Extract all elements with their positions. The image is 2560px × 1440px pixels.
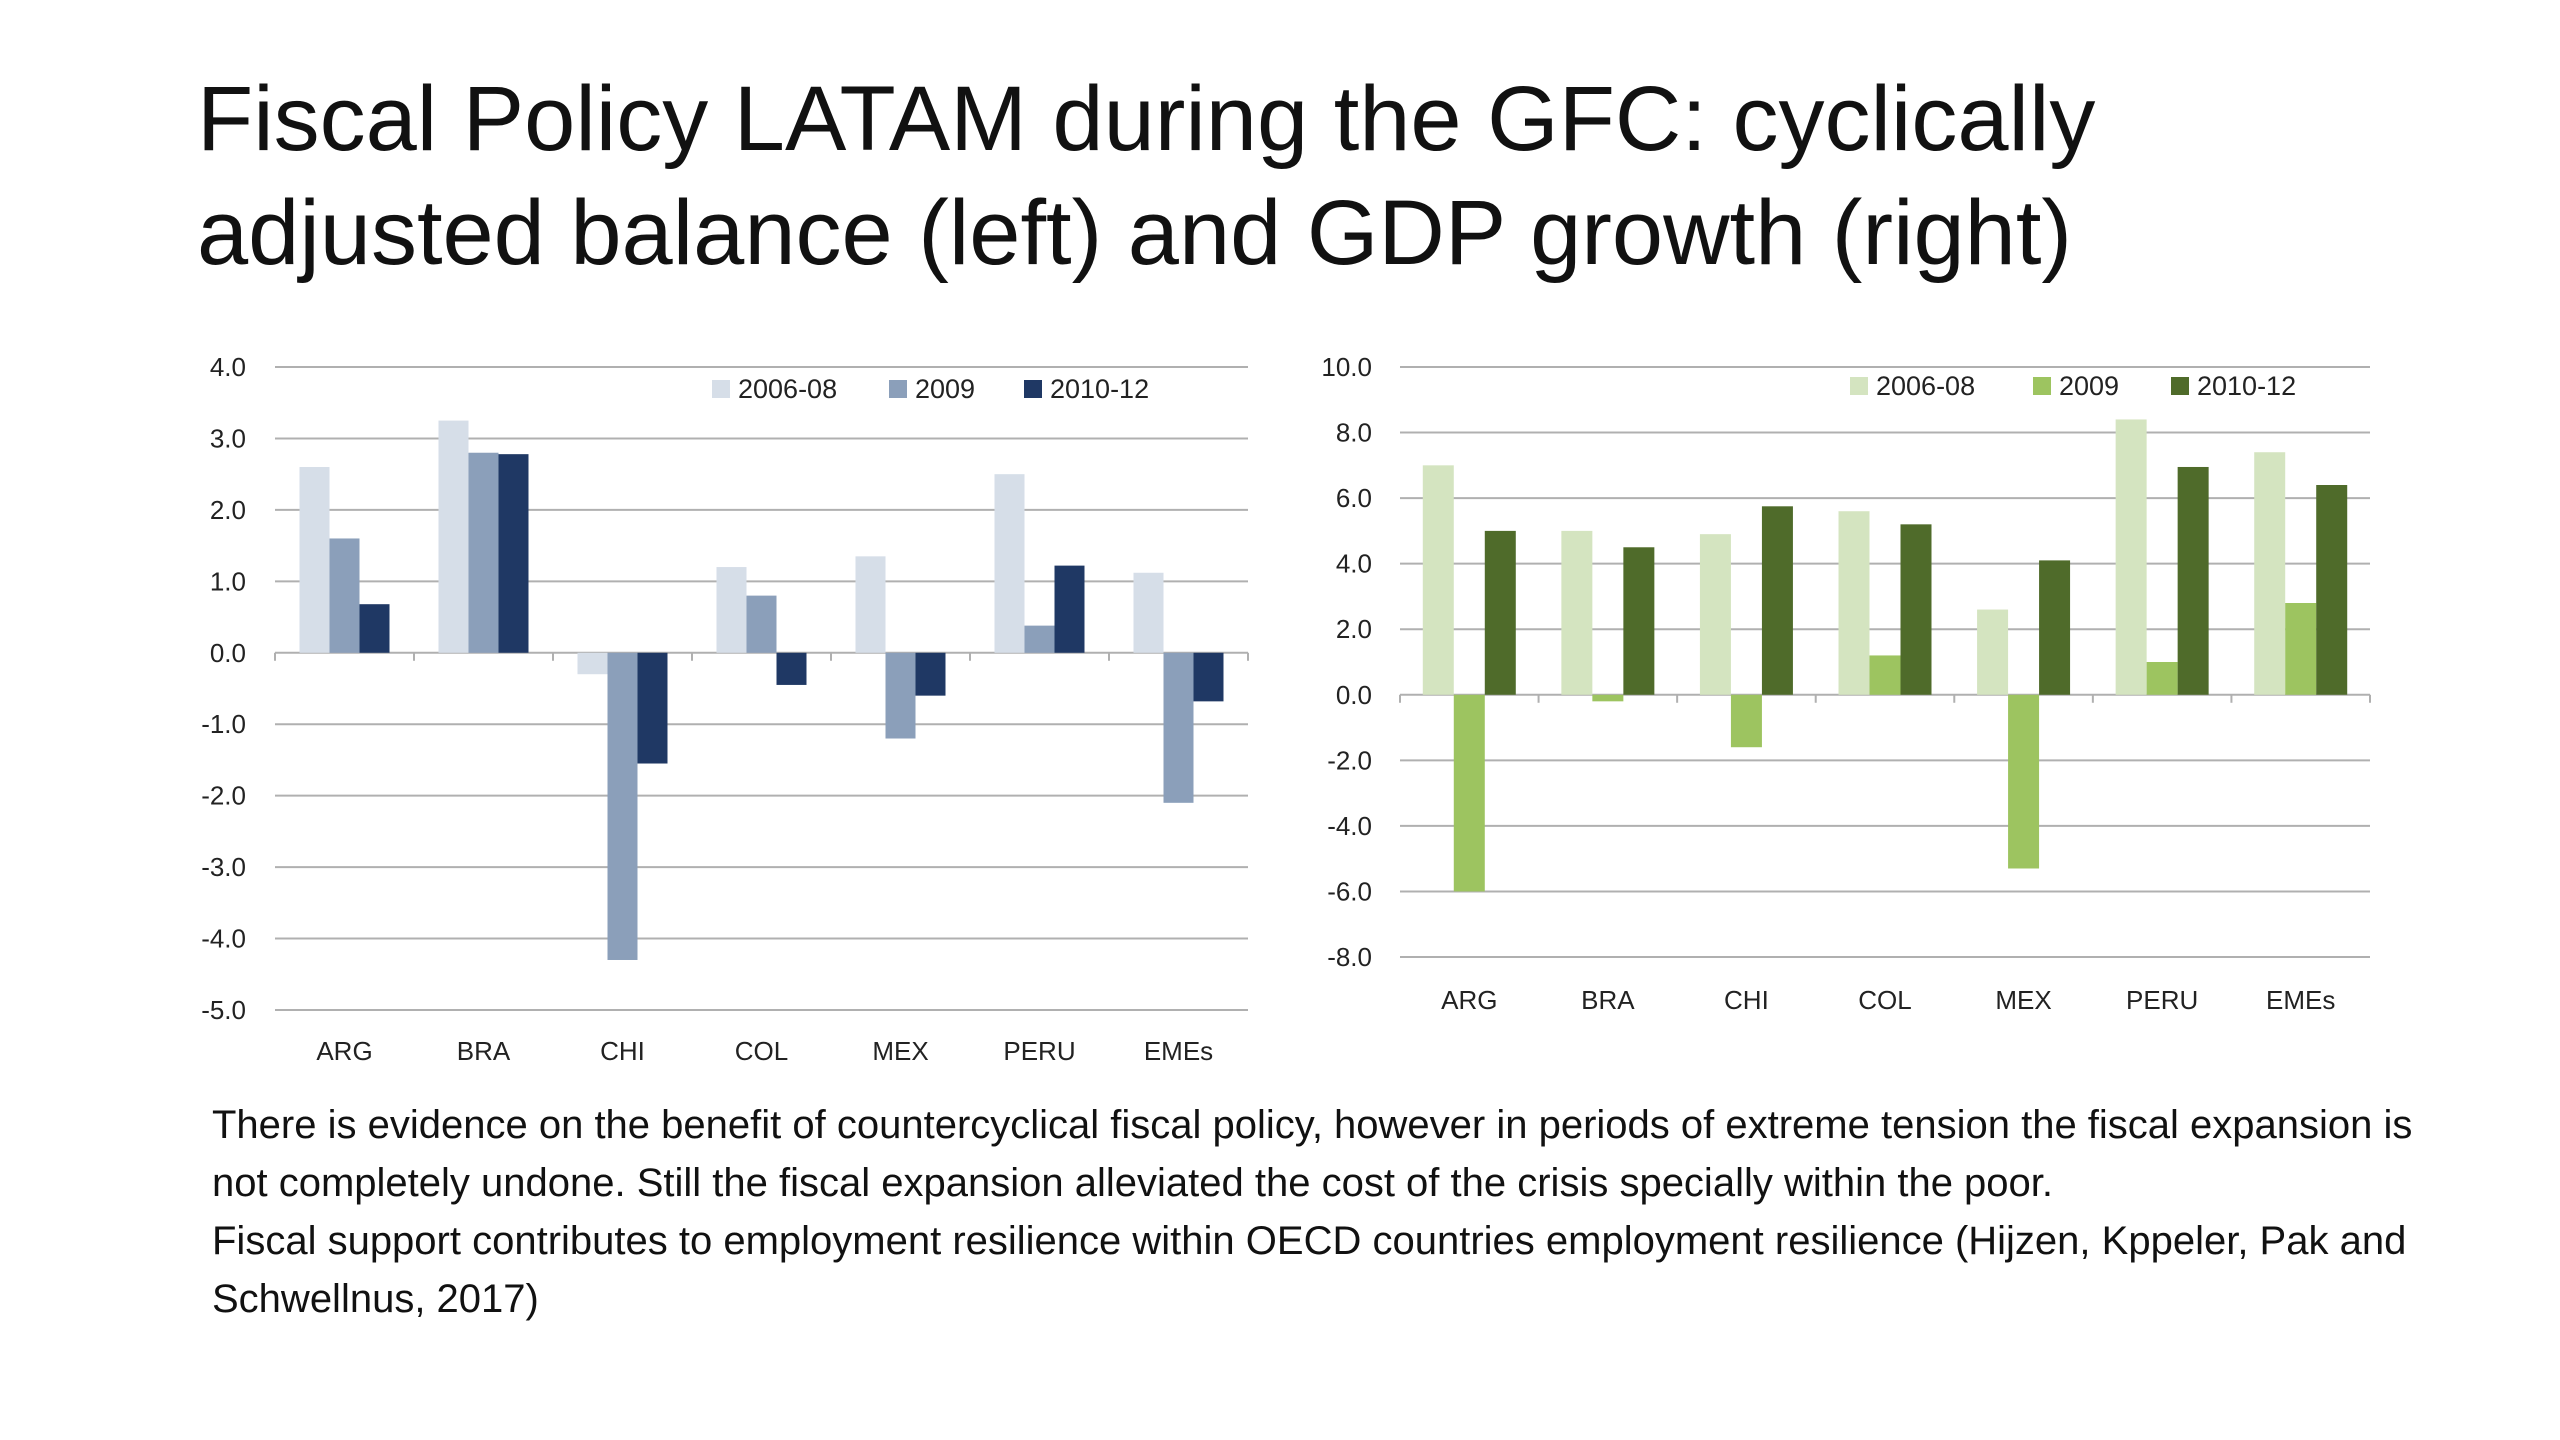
bar-2010-12-ARG	[1484, 530, 1516, 695]
growth-chart-svg: 10.0 8.0 6.0 4.0 2.0 0.0 -2.0 -4.0 -6.0 -8.0 ARG BR…	[1321, 352, 2371, 1015]
bar-2006-08-MEX	[855, 556, 886, 653]
body-paragraph-2: Fiscal support contributes to employment…	[212, 1219, 2407, 1321]
legend-label: 2010-12	[1050, 374, 1149, 404]
y-tick-label: -4.0	[201, 924, 246, 954]
category-label: CHI	[600, 1036, 645, 1066]
category-label: PERU	[1003, 1036, 1075, 1066]
body-paragraph-1: There is evidence on the benefit of coun…	[212, 1103, 2413, 1205]
y-tick-label: -2.0	[201, 781, 246, 811]
legend-swatch	[2171, 377, 2189, 395]
legend-swatch	[889, 380, 907, 398]
y-tick-label: 10.0	[1321, 352, 1372, 382]
bar-2009-ARG	[1453, 694, 1485, 892]
category-label: ARG	[1441, 985, 1497, 1015]
legend-label: 2009	[915, 374, 975, 404]
y-tick-label: -6.0	[1327, 876, 1372, 906]
category-label: MEX	[1995, 985, 2051, 1015]
bar-2006-08-EMEs	[1133, 572, 1164, 653]
bar-2006-08-BRA	[438, 420, 469, 653]
bar-2010-12-MEX	[2039, 560, 2071, 695]
bar-2006-08-CHI	[577, 652, 608, 675]
bar-2009-EMEs	[1163, 652, 1194, 803]
legend-swatch	[2033, 377, 2051, 395]
y-tick-label: 4.0	[1336, 549, 1372, 579]
bar-2006-08-COL	[716, 567, 747, 653]
bar-2010-12-BRA	[498, 454, 529, 653]
category-label: MEX	[872, 1036, 928, 1066]
gdp-growth-chart: 10.0 8.0 6.0 4.0 2.0 0.0 -2.0 -4.0 -6.0 -8.0 ARG BR…	[1290, 345, 2400, 1025]
bar-2010-12-ARG	[359, 604, 390, 653]
y-tick-label: 0.0	[210, 638, 246, 668]
y-tick-label: -5.0	[201, 995, 246, 1025]
bar-2009-EMEs	[2285, 603, 2317, 695]
category-label: ARG	[316, 1036, 372, 1066]
slide-body-text: There is evidence on the benefit of coun…	[212, 1096, 2462, 1328]
y-tick-label: 0.0	[1336, 680, 1372, 710]
bar-2006-08-PERU	[2115, 419, 2147, 695]
category-label: PERU	[2126, 985, 2198, 1015]
bar-2009-CHI	[1730, 694, 1762, 748]
legend-swatch	[712, 380, 730, 398]
legend-label: 2009	[2059, 371, 2119, 401]
category-label: CHI	[1724, 985, 1769, 1015]
bar-2006-08-PERU	[994, 474, 1025, 653]
slide-title: Fiscal Policy LATAM during the GFC: cycl…	[197, 68, 2096, 284]
category-label: COL	[735, 1036, 788, 1066]
bar-2006-08-EMEs	[2254, 452, 2286, 695]
bar-2009-PERU	[2146, 662, 2178, 695]
bar-2010-12-PERU	[1054, 565, 1085, 653]
bar-2010-12-EMEs	[1193, 652, 1224, 702]
bar-2009-MEX	[885, 652, 916, 739]
bar-2010-12-BRA	[1623, 547, 1655, 695]
category-label: EMEs	[2266, 985, 2335, 1015]
bar-2010-12-CHI	[637, 652, 668, 764]
y-tick-label: 2.0	[210, 495, 246, 525]
y-tick-label: 2.0	[1336, 614, 1372, 644]
y-tick-label: -1.0	[201, 709, 246, 739]
legend-label: 2006-08	[1876, 371, 1975, 401]
legend-swatch	[1024, 380, 1042, 398]
y-tick-label: 8.0	[1336, 418, 1372, 448]
bar-2010-12-MEX	[915, 652, 946, 696]
bar-2009-COL	[1869, 655, 1901, 695]
bar-2006-08-COL	[1838, 511, 1870, 695]
y-tick-label: -3.0	[201, 852, 246, 882]
y-tick-label: -2.0	[1327, 745, 1372, 775]
bar-2006-08-ARG	[1422, 465, 1454, 695]
category-label: BRA	[1581, 985, 1635, 1015]
bar-2009-MEX	[2008, 694, 2040, 869]
bar-2010-12-COL	[1900, 524, 1932, 695]
bar-2009-ARG	[329, 538, 360, 653]
category-label: EMEs	[1144, 1036, 1213, 1066]
y-tick-label: 4.0	[210, 352, 246, 382]
bar-2009-BRA	[1592, 694, 1624, 702]
bar-2010-12-COL	[776, 652, 807, 685]
legend-label: 2010-12	[2197, 371, 2296, 401]
y-tick-label: 1.0	[210, 566, 246, 596]
legend-swatch	[1850, 377, 1868, 395]
y-tick-label: -8.0	[1327, 942, 1372, 972]
bar-2010-12-EMEs	[2316, 485, 2348, 695]
bar-2009-BRA	[468, 452, 499, 653]
y-tick-label: -4.0	[1327, 811, 1372, 841]
balance-chart-svg: 4.0 3.0 2.0 1.0 0.0 -1.0 -2.0 -3.0 -4.0 -5.0 ARG BR…	[201, 352, 1249, 1066]
bar-2010-12-PERU	[2177, 466, 2209, 695]
bar-2009-PERU	[1024, 625, 1055, 653]
bar-2006-08-BRA	[1561, 530, 1593, 695]
y-tick-label: 6.0	[1336, 483, 1372, 513]
bar-2010-12-CHI	[1761, 506, 1793, 695]
bar-2009-COL	[746, 595, 777, 653]
legend-label: 2006-08	[738, 374, 837, 404]
bar-2006-08-ARG	[299, 467, 330, 653]
bar-2006-08-CHI	[1699, 534, 1731, 695]
y-tick-label: 3.0	[210, 423, 246, 453]
cyclically-adjusted-balance-chart: 4.0 3.0 2.0 1.0 0.0 -1.0 -2.0 -3.0 -4.0 -5.0 ARG BR…	[180, 345, 1280, 1075]
bar-2009-CHI	[607, 652, 638, 960]
category-label: COL	[1858, 985, 1911, 1015]
category-label: BRA	[457, 1036, 511, 1066]
bar-2006-08-MEX	[1977, 609, 2009, 695]
